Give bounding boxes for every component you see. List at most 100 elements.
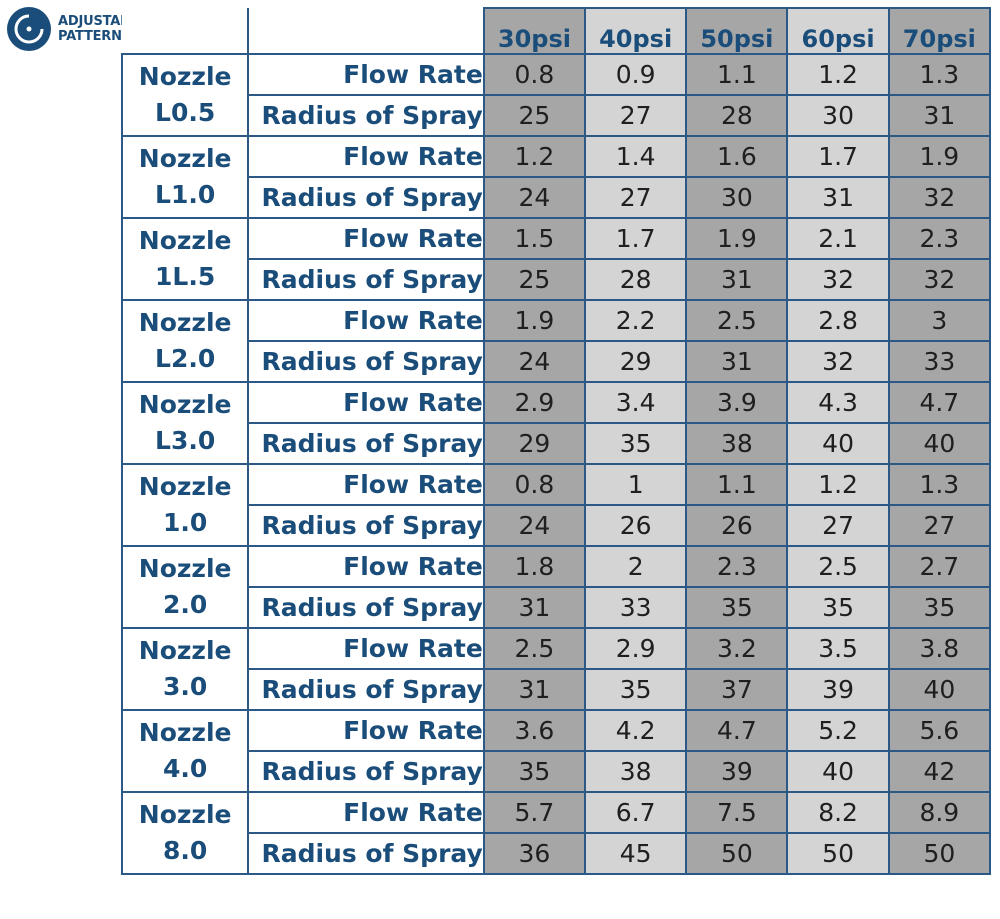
nozzle-label: Nozzle 1L.5 (120, 217, 250, 301)
flow-rate-cell: 2.5 (482, 627, 587, 670)
radius-cell: 26 (584, 504, 688, 547)
nozzle-label-line1: Nozzle (138, 144, 232, 173)
table-row: Radius of Spray 36 45 50 50 50 (122, 832, 992, 875)
nozzle-label-line1: Nozzle (138, 390, 232, 419)
flow-rate-cell: 0.8 (482, 53, 587, 96)
flow-rate-label: Flow Rate (247, 709, 485, 752)
radius-cell: 50 (786, 832, 890, 875)
column-header: 70psi (887, 7, 992, 55)
radius-cell: 35 (584, 422, 688, 465)
flow-rate-cell: 2 (584, 545, 688, 588)
flow-rate-cell: 4.7 (887, 381, 992, 424)
table-row: Nozzle 8.0 Flow Rate 5.7 6.7 7.5 8.2 8.9 (120, 791, 992, 875)
radius-cell: 42 (887, 750, 992, 793)
flow-rate-cell: 1.1 (685, 463, 789, 506)
radius-cell: 40 (887, 422, 992, 465)
flow-rate-cell: 2.2 (584, 299, 688, 342)
nozzle-spec-table: 30psi 40psi 50psi 60psi 70psi Nozzle L0.5… (120, 7, 992, 875)
flow-rate-cell: 1.6 (685, 135, 789, 178)
flow-rate-cell: 2.3 (887, 217, 992, 260)
radius-cell: 33 (887, 340, 992, 383)
radius-cell: 24 (482, 504, 587, 547)
radius-cell: 32 (786, 258, 890, 301)
nozzle-label: Nozzle L1.0 (120, 135, 250, 219)
radius-cell: 31 (685, 258, 789, 301)
flow-rate-label: Flow Rate (247, 791, 485, 834)
flow-rate-cell: 2.9 (584, 627, 688, 670)
radius-cell: 32 (887, 258, 992, 301)
table-row: Radius of Spray 24 29 31 32 33 (122, 340, 992, 383)
radius-cell: 31 (482, 586, 587, 629)
table-row: Nozzle 4.0 Flow Rate 3.6 4.2 4.7 5.2 5.6 (120, 709, 992, 793)
flow-rate-cell: 2.1 (786, 217, 890, 260)
radius-cell: 50 (887, 832, 992, 875)
flow-rate-cell: 3.4 (584, 381, 688, 424)
adjustable-dial-icon (7, 7, 51, 51)
header-blank (248, 8, 485, 55)
flow-rate-cell: 1.4 (584, 135, 688, 178)
radius-of-spray-label: Radius of Spray (247, 340, 485, 383)
flow-rate-cell: 8.9 (887, 791, 992, 834)
flow-rate-cell: 5.6 (887, 709, 992, 752)
header-blank (122, 8, 250, 54)
flow-rate-label: Flow Rate (247, 217, 485, 260)
radius-cell: 32 (887, 176, 992, 219)
flow-rate-cell: 2.8 (786, 299, 890, 342)
flow-rate-cell: 4.2 (584, 709, 688, 752)
radius-cell: 24 (482, 340, 587, 383)
nozzle-label-line2: L1.0 (155, 180, 216, 209)
table-row: Radius of Spray 31 33 35 35 35 (122, 586, 992, 629)
radius-cell: 26 (685, 504, 789, 547)
radius-of-spray-label: Radius of Spray (247, 586, 485, 629)
radius-cell: 30 (786, 94, 890, 137)
radius-cell: 35 (786, 586, 890, 629)
flow-rate-cell: 1.3 (887, 53, 992, 96)
flow-rate-cell: 0.9 (584, 53, 688, 96)
nozzle-label-line2: 3.0 (162, 672, 208, 701)
nozzle-label-line1: Nozzle (138, 308, 232, 337)
radius-cell: 27 (584, 94, 688, 137)
column-header: 40psi (584, 7, 688, 55)
table-row: Nozzle L3.0 Flow Rate 2.9 3.4 3.9 4.3 4.7 (120, 381, 992, 465)
flow-rate-cell: 4.7 (685, 709, 789, 752)
flow-rate-cell: 6.7 (584, 791, 688, 834)
radius-cell: 39 (685, 750, 789, 793)
flow-rate-cell: 3 (887, 299, 992, 342)
nozzle-label-line2: L2.0 (155, 344, 216, 373)
nozzle-label-line2: 1.0 (162, 508, 208, 537)
flow-rate-cell: 1.8 (482, 545, 587, 588)
nozzle-label-line1: Nozzle (138, 800, 232, 829)
radius-cell: 35 (685, 586, 789, 629)
flow-rate-cell: 1.2 (786, 463, 890, 506)
flow-rate-label: Flow Rate (247, 299, 485, 342)
flow-rate-cell: 2.7 (887, 545, 992, 588)
flow-rate-label: Flow Rate (247, 627, 485, 670)
flow-rate-cell: 3.8 (887, 627, 992, 670)
flow-rate-cell: 5.2 (786, 709, 890, 752)
flow-rate-cell: 1.9 (887, 135, 992, 178)
flow-rate-cell: 1.7 (584, 217, 688, 260)
nozzle-label-line1: Nozzle (138, 718, 232, 747)
table-row: Nozzle L0.5 Flow Rate 0.8 0.9 1.1 1.2 1.3 (120, 53, 992, 137)
radius-cell: 31 (786, 176, 890, 219)
nozzle-label: Nozzle 8.0 (120, 791, 250, 875)
flow-rate-cell: 2.5 (685, 299, 789, 342)
table-row: Nozzle 3.0 Flow Rate 2.5 2.9 3.2 3.5 3.8 (120, 627, 992, 711)
radius-cell: 31 (685, 340, 789, 383)
nozzle-label-line2: 1L.5 (155, 262, 216, 291)
flow-rate-cell: 1.9 (482, 299, 587, 342)
nozzle-label-line2: 8.0 (162, 836, 208, 865)
nozzle-label-line1: Nozzle (138, 554, 232, 583)
radius-cell: 27 (584, 176, 688, 219)
radius-cell: 39 (786, 668, 890, 711)
radius-cell: 27 (786, 504, 890, 547)
radius-cell: 38 (685, 422, 789, 465)
nozzle-label: Nozzle 1.0 (120, 463, 250, 547)
flow-rate-cell: 1 (584, 463, 688, 506)
column-header: 30psi (482, 7, 587, 55)
table-row: Radius of Spray 25 27 28 30 31 (122, 94, 992, 137)
nozzle-label: Nozzle 3.0 (120, 627, 250, 711)
radius-cell: 40 (786, 750, 890, 793)
nozzle-label-line2: L3.0 (155, 426, 216, 455)
nozzle-label: Nozzle L2.0 (120, 299, 250, 383)
